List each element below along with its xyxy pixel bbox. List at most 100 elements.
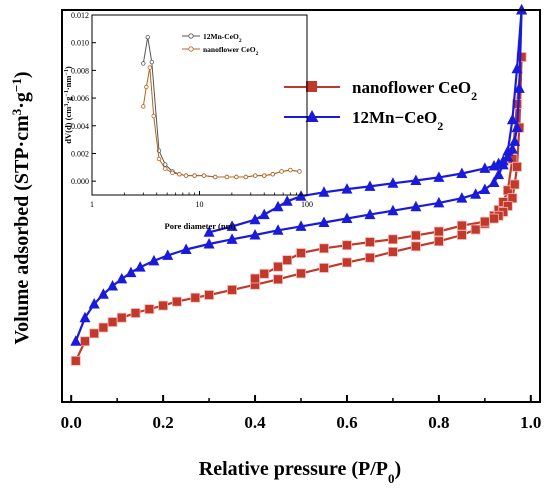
- main-point-nanoflower-ceo2-adsorption-15: [296, 268, 306, 279]
- main-point-12mn-ceo2-desorption-21: [249, 213, 261, 225]
- inset-x-tick-label-100: 100: [301, 200, 313, 209]
- main-point-12mn-ceo2-adsorption-25: [488, 176, 500, 187]
- main-point-12mn-ceo2-desorption-20: [258, 208, 270, 220]
- main-point-12mn-ceo2-adsorption-12: [226, 233, 238, 244]
- main-point-12mn-ceo2-desorption-18: [281, 195, 293, 206]
- main-point-12mn-ceo2-desorption-10: [456, 167, 468, 178]
- main-point-nanoflower-ceo2-adsorption-8: [158, 300, 169, 311]
- main-x-tick-label-0-0: 0.0: [61, 413, 82, 432]
- main-point-12mn-ceo2-desorption-2: [511, 121, 523, 133]
- inset-point-nanoflower-ceo2-7: [177, 172, 182, 177]
- main-point-12mn-ceo2-desorption-23: [203, 226, 215, 237]
- inset-x-tick-label-1: 1: [90, 200, 94, 209]
- main-point-12mn-ceo2-desorption-8: [488, 160, 500, 171]
- main-point-nanoflower-ceo2-adsorption-14: [273, 274, 283, 285]
- main-point-12mn-ceo2-adsorption-23: [470, 188, 482, 199]
- main-point-12mn-ceo2-adsorption-4: [107, 279, 119, 291]
- main-point-12mn-ceo2-desorption-12: [410, 174, 422, 186]
- main-y-axis-title: Volume adsorbed (STP·cm3·g−1): [9, 71, 34, 344]
- main-point-12mn-ceo2-adsorption-16: [318, 216, 330, 227]
- inset-point-nanoflower-ceo2-10: [201, 173, 207, 178]
- main-point-12mn-ceo2-desorption-14: [364, 180, 376, 191]
- main-x-tick-label-0-8: 0.8: [428, 413, 449, 432]
- inset-line-nanoflower-ceo2: [142, 67, 300, 178]
- main-point-nanoflower-ceo2-desorption-9: [479, 216, 490, 227]
- main-point-nanoflower-ceo2-desorption-20: [259, 268, 270, 279]
- main-point-12mn-ceo2-adsorption-7: [134, 261, 146, 272]
- main-point-12mn-ceo2-adsorption-17: [341, 212, 353, 224]
- inset-y-tick-label-0-008: 0.008: [71, 66, 89, 75]
- main-legend: nanoflower CeO2 12Mn−CeO2: [284, 78, 477, 133]
- main-point-nanoflower-ceo2-desorption-8: [489, 213, 499, 224]
- inset-legend: 12Mn-CeO2 nanoflower CeO2: [182, 32, 259, 57]
- main-point-nanoflower-ceo2-desorption-17: [296, 248, 306, 258]
- inset-point-12mn-ceo2-4: [163, 162, 168, 167]
- inset-point-12mn-ceo2-1: [145, 34, 150, 40]
- inset-point-nanoflower-ceo2-5: [163, 166, 168, 171]
- main-point-12mn-ceo2-desorption-11: [433, 171, 445, 182]
- legend-label-12mn-ceo2: 12Mn−CeO2: [352, 108, 443, 133]
- main-line-nanoflower-ceo2-adsorption: [74, 56, 523, 362]
- inset-point-nanoflower-ceo2-13: [234, 174, 239, 180]
- main-point-nanoflower-ceo2-desorption-21: [250, 273, 260, 284]
- main-point-nanoflower-ceo2-desorption-16: [319, 243, 329, 254]
- main-series-layer: [70, 4, 528, 366]
- legend-label-nanoflower-ceo2: nanoflower CeO2: [352, 78, 477, 103]
- main-point-nanoflower-ceo2-desorption-18: [282, 255, 293, 265]
- main-point-nanoflower-ceo2-adsorption-5: [116, 312, 127, 323]
- inset-point-nanoflower-ceo2-11: [213, 174, 218, 180]
- main-point-nanoflower-ceo2-desorption-3: [509, 179, 520, 190]
- inset-legend-label-nanoflower-ceo2: nanoflower CeO2: [203, 45, 259, 57]
- main-point-nanoflower-ceo2-adsorption-7: [144, 304, 155, 314]
- main-point-nanoflower-ceo2-adsorption-0: [70, 355, 81, 366]
- main-point-12mn-ceo2-desorption-9: [479, 162, 491, 173]
- main-point-12mn-ceo2-adsorption-22: [456, 192, 468, 203]
- main-point-12mn-ceo2-adsorption-30: [511, 62, 523, 74]
- inset-series-12mn-ceo2: [141, 34, 302, 180]
- main-point-nanoflower-ceo2-desorption-13: [388, 234, 398, 245]
- main-point-nanoflower-ceo2-adsorption-21: [433, 236, 444, 247]
- main-point-nanoflower-ceo2-adsorption-16: [319, 263, 329, 273]
- main-point-12mn-ceo2-adsorption-10: [180, 243, 192, 255]
- main-point-12mn-ceo2-adsorption-11: [203, 238, 215, 249]
- main-point-nanoflower-ceo2-adsorption-4: [107, 317, 118, 327]
- main-point-12mn-ceo2-desorption-19: [272, 200, 284, 212]
- main-point-12mn-ceo2-adsorption-13: [249, 229, 261, 240]
- main-point-nanoflower-ceo2-adsorption-9: [172, 296, 182, 307]
- inset-series-layer: [141, 34, 302, 180]
- main-point-nanoflower-ceo2-adsorption-18: [365, 252, 375, 263]
- main-point-12mn-ceo2-adsorption-6: [125, 266, 137, 278]
- inset-point-nanoflower-ceo2-3: [151, 113, 156, 119]
- inset-x-tick-label-10: 10: [196, 200, 204, 209]
- inset-point-nanoflower-ceo2-8: [183, 173, 189, 178]
- main-point-12mn-ceo2-desorption-22: [226, 220, 238, 231]
- main-point-nanoflower-ceo2-desorption-14: [365, 237, 375, 247]
- main-point-nanoflower-ceo2-adsorption-2: [89, 328, 100, 339]
- main-point-nanoflower-ceo2-desorption-2: [512, 161, 522, 172]
- legend-marker-12mn-ceo2: [305, 110, 319, 122]
- main-point-12mn-ceo2-desorption-1: [513, 82, 525, 93]
- main-point-nanoflower-ceo2-adsorption-19: [388, 246, 398, 257]
- main-point-12mn-ceo2-adsorption-8: [148, 254, 160, 266]
- main-point-12mn-ceo2-adsorption-5: [116, 272, 128, 284]
- main-point-12mn-ceo2-desorption-3: [509, 135, 521, 146]
- main-point-12mn-ceo2-desorption-15: [341, 183, 353, 194]
- inset-point-nanoflower-ceo2-9: [192, 173, 197, 178]
- legend-item-12mn-ceo2: 12Mn−CeO2: [284, 108, 443, 133]
- main-point-12mn-ceo2-adsorption-19: [387, 204, 399, 216]
- main-point-12mn-ceo2-adsorption-26: [493, 168, 505, 180]
- inset-x-ticks: 1 10 100: [90, 191, 313, 209]
- main-point-nanoflower-ceo2-adsorption-10: [190, 292, 201, 303]
- main-point-12mn-ceo2-adsorption-0: [70, 335, 82, 346]
- inset-y-tick-label-0-006: 0.006: [71, 94, 89, 103]
- main-x-tick-label-0-2: 0.2: [152, 413, 173, 432]
- main-point-12mn-ceo2-adsorption-21: [433, 196, 445, 208]
- inset-y-tick-label-0-010: 0.010: [71, 39, 89, 48]
- inset-x-axis-title: Pore diameter (nm): [165, 221, 236, 231]
- inset-chart: 1 10 100 0.0000.0020.0040.0060.0080.0100.0…: [63, 11, 313, 231]
- main-point-12mn-ceo2-adsorption-29: [506, 113, 518, 125]
- main-point-nanoflower-ceo2-adsorption-17: [342, 257, 352, 268]
- inset-y-tick-label-0-000: 0.000: [71, 177, 89, 186]
